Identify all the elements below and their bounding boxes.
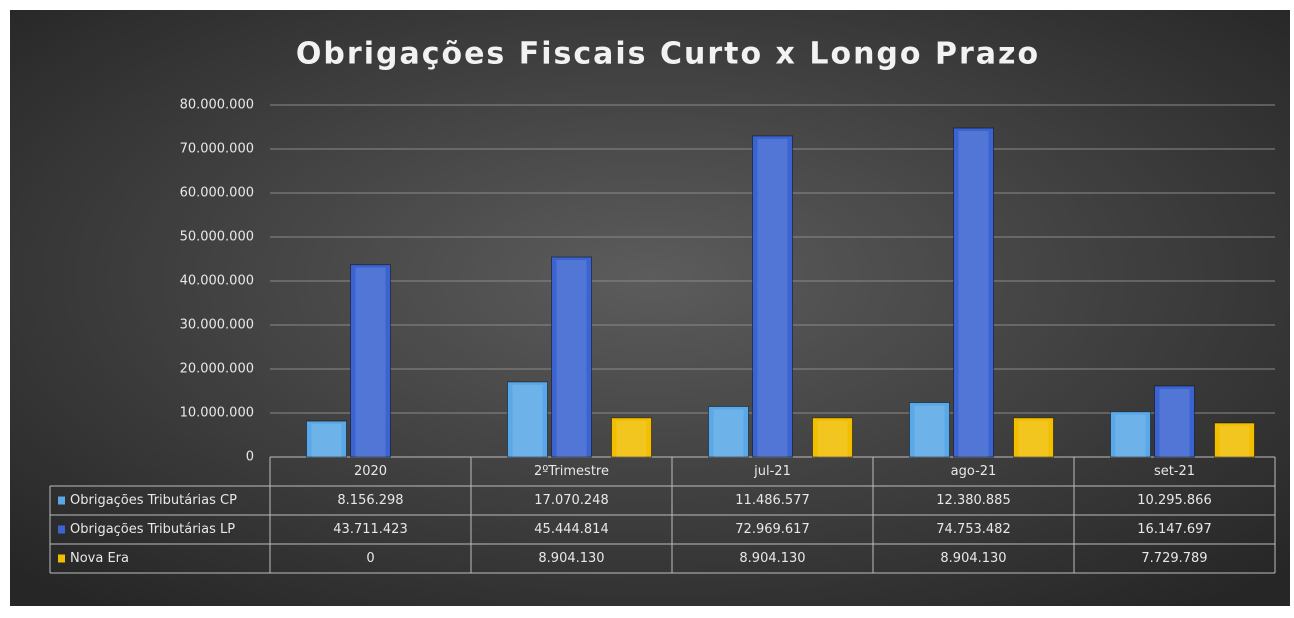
bar-face xyxy=(556,260,587,457)
bar xyxy=(953,127,994,458)
x-tick-label: 2020 xyxy=(354,464,387,479)
bar-face xyxy=(958,131,989,457)
x-tick-label: set-21 xyxy=(1154,464,1195,479)
bar xyxy=(812,417,853,458)
bar xyxy=(1013,417,1054,458)
table-value: 17.070.248 xyxy=(534,493,608,508)
table-value: 8.904.130 xyxy=(940,551,1006,566)
y-tick-label: 10.000.000 xyxy=(180,406,254,421)
table-value: 72.969.617 xyxy=(735,522,809,537)
bar-face xyxy=(1018,420,1049,457)
bar xyxy=(1110,411,1151,458)
y-tick-label: 60.000.000 xyxy=(180,186,254,201)
y-tick-label: 20.000.000 xyxy=(180,362,254,377)
bar-face xyxy=(1115,414,1146,457)
bar xyxy=(1214,422,1255,458)
table-value: 11.486.577 xyxy=(735,493,809,508)
y-tick-label: 70.000.000 xyxy=(180,142,254,157)
bar xyxy=(507,381,548,458)
y-tick-label: 80.000.000 xyxy=(180,98,254,113)
bar xyxy=(752,135,793,458)
bar-face xyxy=(713,409,744,457)
bar xyxy=(306,420,347,458)
bar-face xyxy=(355,267,386,457)
legend-swatch xyxy=(58,554,65,563)
table-value: 8.156.298 xyxy=(337,493,403,508)
chart-background xyxy=(10,10,1290,606)
table-value: 12.380.885 xyxy=(936,493,1010,508)
table-value: 10.295.866 xyxy=(1137,493,1211,508)
legend-label: Nova Era xyxy=(70,551,129,566)
bar-face xyxy=(616,420,647,457)
bar xyxy=(350,264,391,458)
table-value: 16.147.697 xyxy=(1137,522,1211,537)
bar-face xyxy=(1219,425,1250,457)
table-value: 8.904.130 xyxy=(739,551,805,566)
bar-face xyxy=(512,384,543,457)
table-value: 74.753.482 xyxy=(936,522,1010,537)
bar-face xyxy=(914,405,945,457)
chart-title: Obrigações Fiscais Curto x Longo Prazo xyxy=(296,37,1040,72)
legend-label: Obrigações Tributárias LP xyxy=(70,522,235,537)
bar-face xyxy=(817,420,848,457)
table-value: 0 xyxy=(366,551,374,566)
bar-face xyxy=(757,138,788,457)
legend-swatch xyxy=(58,525,65,534)
table-value: 8.904.130 xyxy=(538,551,604,566)
bar xyxy=(611,417,652,458)
legend-label: Obrigações Tributárias CP xyxy=(70,493,237,508)
bar-face xyxy=(311,424,342,457)
bar xyxy=(708,405,749,458)
y-tick-label: 30.000.000 xyxy=(180,318,254,333)
bar xyxy=(551,256,592,458)
x-tick-label: ago-21 xyxy=(951,464,997,479)
bar xyxy=(1154,385,1195,458)
bar xyxy=(909,402,950,458)
y-tick-label: 40.000.000 xyxy=(180,274,254,289)
table-value: 45.444.814 xyxy=(534,522,608,537)
y-tick-label: 50.000.000 xyxy=(180,230,254,245)
bar-face xyxy=(1159,388,1190,457)
y-tick-label: 0 xyxy=(246,450,254,465)
table-value: 7.729.789 xyxy=(1141,551,1207,566)
x-tick-label: jul-21 xyxy=(753,464,791,479)
x-tick-label: 2ºTrimestre xyxy=(534,464,609,479)
table-value: 43.711.423 xyxy=(333,522,407,537)
legend-swatch xyxy=(58,496,65,505)
